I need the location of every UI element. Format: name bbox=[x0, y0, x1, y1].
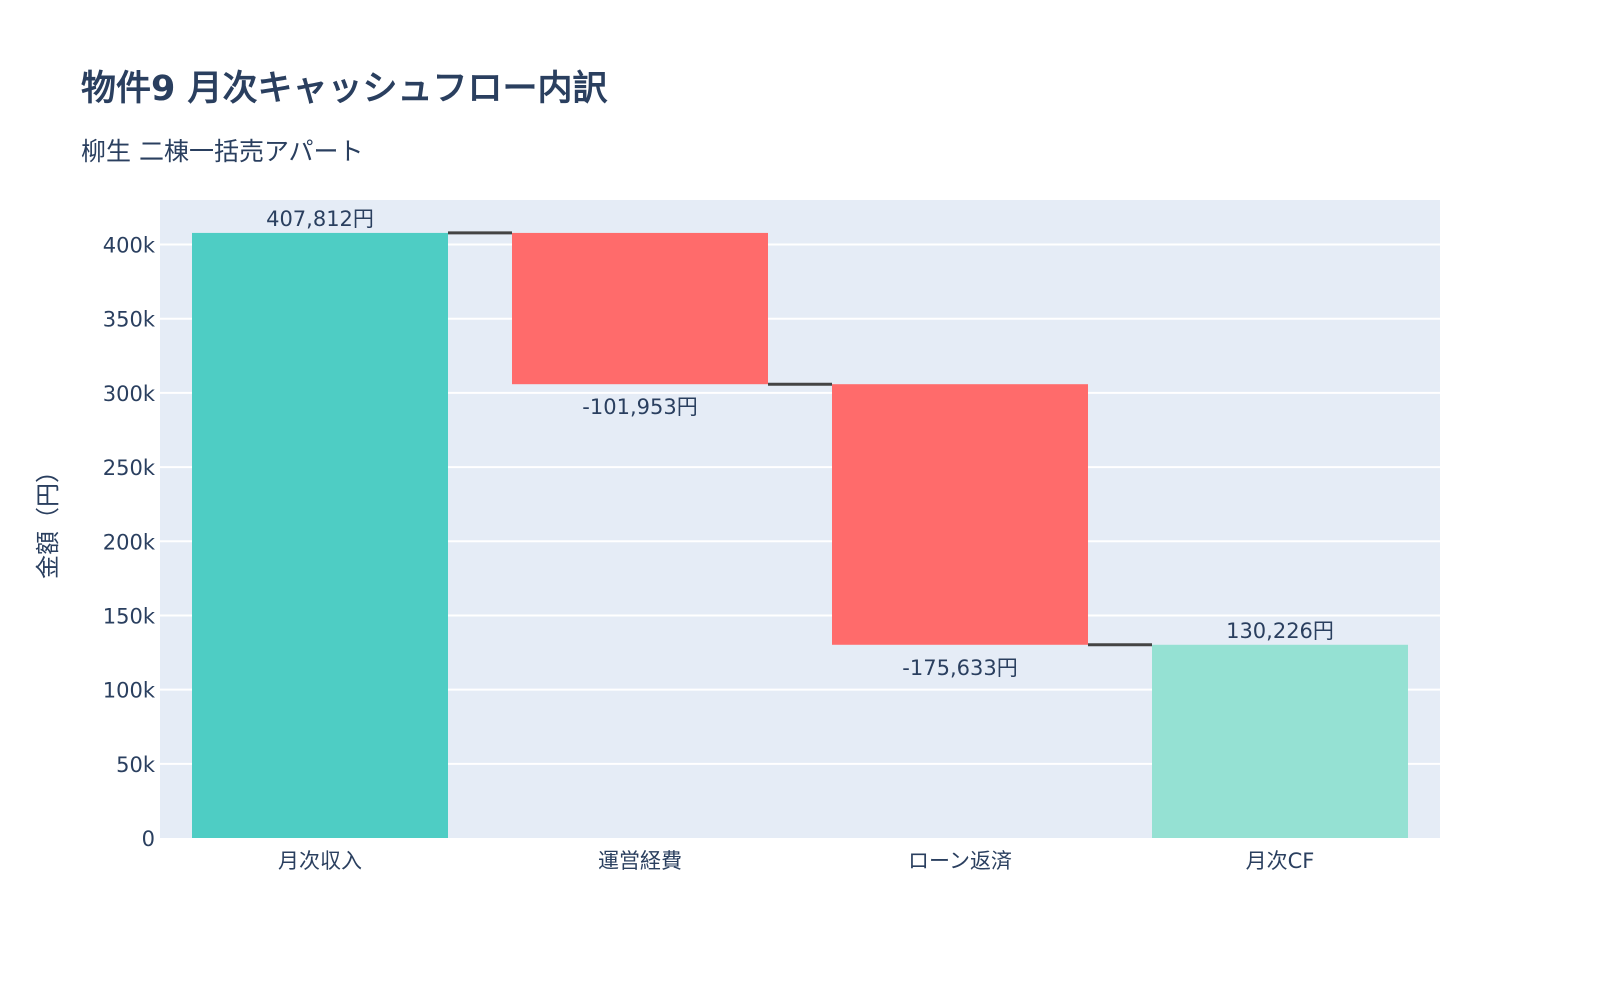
data-label: -101,953円 bbox=[582, 395, 697, 419]
y-tick-label: 300k bbox=[103, 382, 156, 406]
y-tick-label: 100k bbox=[103, 679, 156, 703]
y-tick-label: 50k bbox=[116, 753, 156, 777]
y-tick-label: 0 bbox=[142, 827, 155, 851]
bar-4 bbox=[1152, 644, 1408, 838]
x-tick-label: ローン返済 bbox=[908, 849, 1012, 873]
chart-title: 物件9 月次キャッシュフロー内訳 bbox=[81, 69, 608, 109]
y-tick-label: 150k bbox=[103, 604, 156, 628]
bar-2 bbox=[512, 232, 768, 385]
y-tick-label: 250k bbox=[103, 456, 156, 480]
bar-1 bbox=[192, 232, 448, 839]
x-tick-label: 月次収入 bbox=[278, 849, 362, 873]
x-tick-label: 運営経費 bbox=[598, 849, 682, 873]
chart-subtitle: 柳生 二棟一括売アパート bbox=[81, 137, 364, 166]
data-label: 407,812円 bbox=[266, 207, 374, 231]
data-label: 130,226円 bbox=[1226, 619, 1334, 643]
y-tick-label: 350k bbox=[103, 308, 156, 332]
bar-3 bbox=[832, 384, 1088, 645]
data-label: -175,633円 bbox=[902, 656, 1017, 680]
y-axis-title: 金額（円） bbox=[34, 459, 62, 579]
x-tick-label: 月次CF bbox=[1246, 849, 1315, 873]
y-tick-label: 400k bbox=[103, 234, 156, 258]
y-tick-label: 200k bbox=[103, 530, 156, 554]
